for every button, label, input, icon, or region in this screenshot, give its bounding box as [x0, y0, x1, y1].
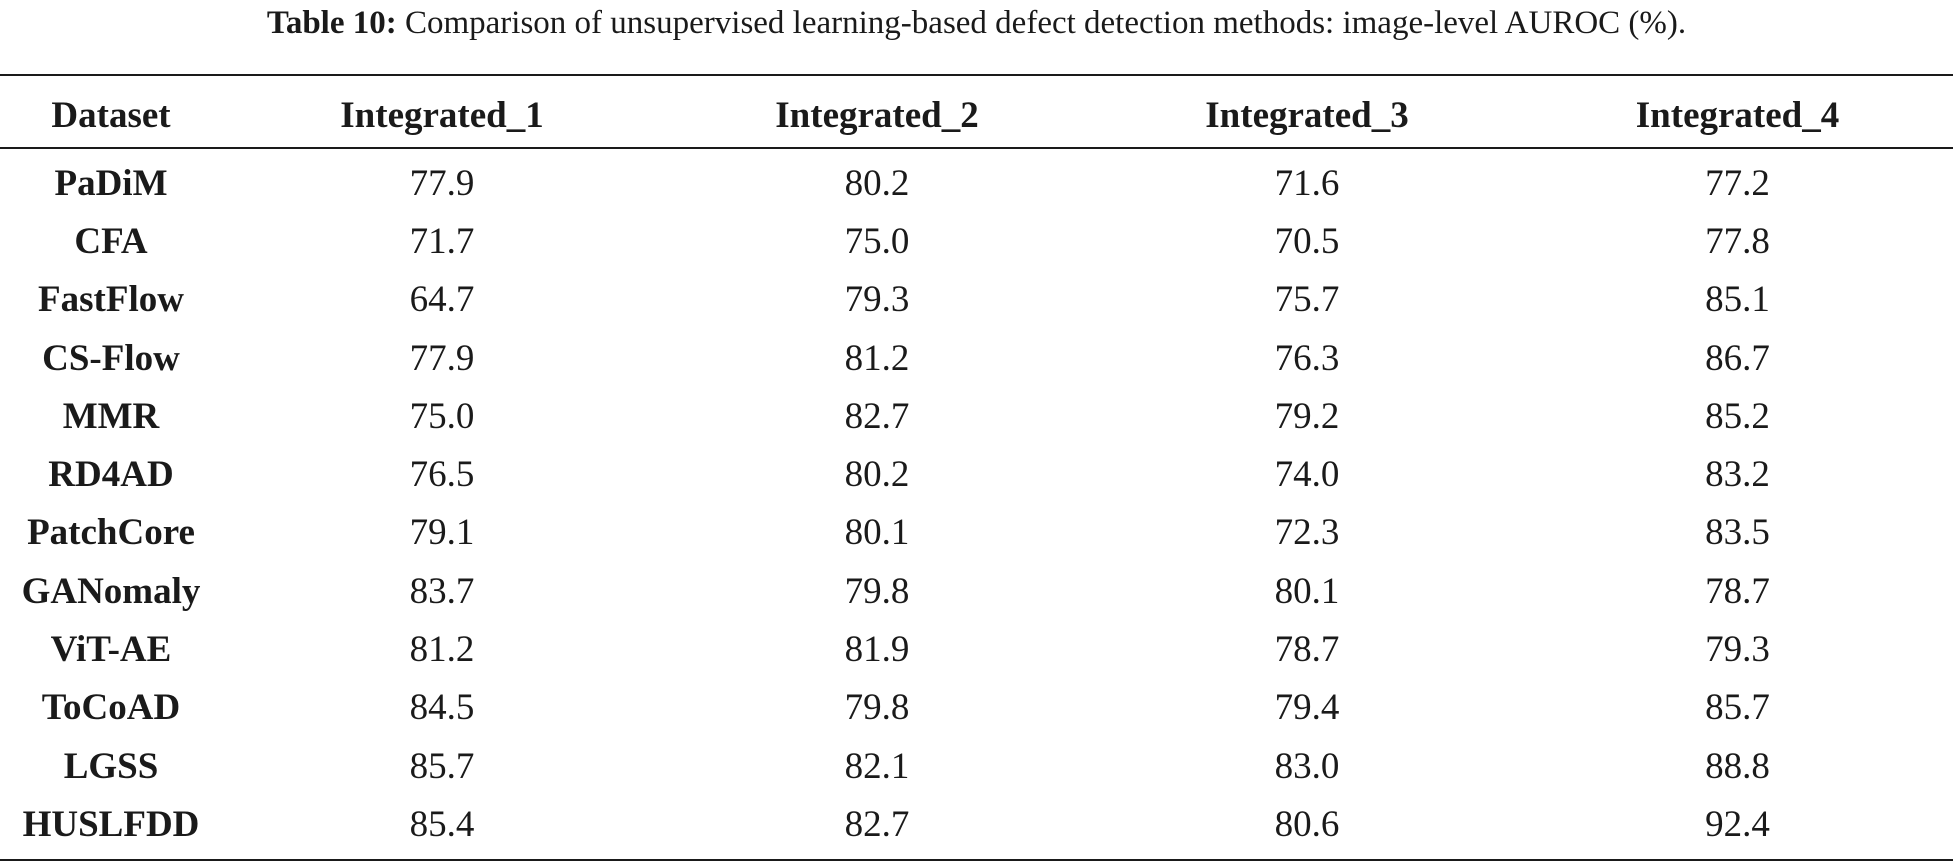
table-row: LGSS 85.7 82.1 83.0 88.8	[0, 737, 1953, 795]
table-cell: 77.8	[1705, 220, 1770, 262]
method-name: PatchCore	[27, 512, 195, 554]
table-cell: 81.2	[844, 337, 910, 379]
table-row: CFA 71.7 75.0 70.5 77.8	[0, 212, 1953, 270]
caption-text: Comparison of unsupervised learning-base…	[404, 5, 1687, 41]
table-row: FastFlow 64.7 79.3 75.7 85.1	[0, 271, 1953, 329]
table-cell: 72.3	[1274, 512, 1340, 554]
table-cell: 80.1	[844, 512, 910, 554]
table-cell: 83.5	[1705, 512, 1770, 554]
table-cell: 79.1	[409, 512, 475, 554]
table-cell: 80.1	[1274, 570, 1340, 612]
table-cell: 76.5	[409, 454, 475, 496]
table-body: PaDiM 77.9 80.2 71.6 77.2 CFA 71.7 75.0 …	[0, 154, 1953, 854]
table-cell: 88.8	[1705, 745, 1770, 787]
table-row: GANomaly 83.7 79.8 80.1 78.7	[0, 562, 1953, 620]
table-cell: 83.0	[1274, 745, 1340, 787]
table-cell: 79.2	[1274, 395, 1340, 437]
table-cell: 81.2	[409, 629, 475, 671]
table-cell: 75.7	[1274, 279, 1340, 321]
table-cell: 80.2	[844, 162, 910, 204]
table-row: RD4AD 76.5 80.2 74.0 83.2	[0, 445, 1953, 503]
method-name: MMR	[62, 395, 160, 437]
method-name: CS-Flow	[42, 337, 180, 379]
method-name: LGSS	[63, 745, 159, 787]
results-table: Dataset Integrated_1 Integrated_2 Integr…	[0, 84, 1953, 854]
table-row: ToCoAD 84.5 79.8 79.4 85.7	[0, 679, 1953, 737]
header-rule	[0, 147, 1953, 149]
table-cell: 85.2	[1705, 395, 1770, 437]
table-cell: 82.1	[844, 745, 910, 787]
table-cell: 77.9	[409, 162, 475, 204]
top-rule	[0, 74, 1953, 76]
bottom-rule	[0, 859, 1953, 861]
table-row: PaDiM 77.9 80.2 71.6 77.2	[0, 154, 1953, 212]
table-cell: 92.4	[1705, 803, 1770, 845]
table-cell: 77.9	[409, 337, 475, 379]
table-cell: 79.8	[844, 687, 910, 729]
table-row: PatchCore 79.1 80.1 72.3 83.5	[0, 504, 1953, 562]
method-name: RD4AD	[48, 454, 174, 496]
header-integrated-3: Integrated_3	[1205, 94, 1409, 136]
table-cell: 71.6	[1274, 162, 1340, 204]
method-name: CFA	[74, 220, 148, 262]
table-cell: 79.3	[844, 279, 910, 321]
table-cell: 78.7	[1274, 629, 1340, 671]
table-cell: 77.2	[1705, 162, 1770, 204]
table-cell: 85.4	[409, 803, 475, 845]
table-cell: 86.7	[1705, 337, 1770, 379]
table-cell: 75.0	[409, 395, 475, 437]
table-cell: 70.5	[1274, 220, 1340, 262]
method-name: ToCoAD	[41, 687, 181, 729]
caption-label: Table 10:	[266, 5, 397, 41]
table-row: CS-Flow 77.9 81.2 76.3 86.7	[0, 329, 1953, 387]
table-cell: 82.7	[844, 803, 910, 845]
table-cell: 83.7	[409, 570, 475, 612]
table-cell: 81.9	[844, 629, 910, 671]
table-cell: 75.0	[844, 220, 910, 262]
method-name: GANomaly	[21, 570, 201, 612]
table-row: MMR 75.0 82.7 79.2 85.2	[0, 387, 1953, 445]
table-cell: 71.7	[409, 220, 475, 262]
table-cell: 78.7	[1705, 570, 1770, 612]
method-name: ViT-AE	[50, 629, 172, 671]
header-integrated-1: Integrated_1	[340, 94, 544, 136]
table-cell: 83.2	[1705, 454, 1770, 496]
table-cell: 85.7	[1705, 687, 1770, 729]
header-integrated-4: Integrated_4	[1635, 94, 1840, 136]
table-cell: 84.5	[409, 687, 475, 729]
table-cell: 79.3	[1705, 629, 1770, 671]
table-cell: 79.8	[844, 570, 910, 612]
method-name: HUSLFDD	[22, 803, 200, 845]
header-row: Dataset Integrated_1 Integrated_2 Integr…	[0, 84, 1953, 146]
table-row: HUSLFDD 85.4 82.7 80.6 92.4	[0, 795, 1953, 853]
table-cell: 79.4	[1274, 687, 1340, 729]
table-cell: 85.1	[1705, 279, 1770, 321]
method-name: FastFlow	[38, 279, 184, 321]
header-dataset: Dataset	[51, 94, 171, 136]
table-cell: 80.2	[844, 454, 910, 496]
header-integrated-2: Integrated_2	[775, 94, 979, 136]
table-cell: 76.3	[1274, 337, 1340, 379]
table-row: ViT-AE 81.2 81.9 78.7 79.3	[0, 620, 1953, 678]
table-caption: Table 10: Comparison of unsupervised lea…	[0, 0, 1953, 58]
table-cell: 64.7	[409, 279, 475, 321]
table-cell: 85.7	[409, 745, 475, 787]
table-cell: 82.7	[844, 395, 910, 437]
table-cell: 74.0	[1274, 454, 1340, 496]
method-name: PaDiM	[54, 162, 168, 204]
table-cell: 80.6	[1274, 803, 1340, 845]
